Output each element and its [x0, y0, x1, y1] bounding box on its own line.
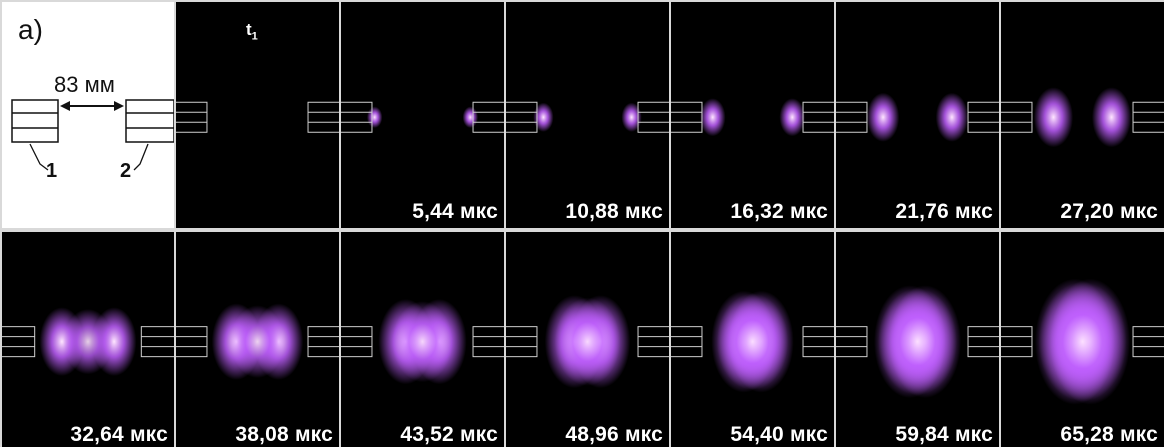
- distance-label: 83 мм: [54, 72, 115, 97]
- frame-8: 43,52 мкс: [341, 232, 504, 447]
- frame-time-label: 38,08 мкс: [235, 423, 333, 446]
- electrode-left: [2, 326, 36, 358]
- electrode-right: [307, 326, 339, 358]
- time-label-t1: t1: [246, 20, 258, 43]
- electrode-left: [506, 101, 538, 133]
- plasma-glow: [699, 98, 806, 137]
- plasma-glow: [866, 92, 969, 142]
- frame-12: 65,28 мкс: [1001, 232, 1164, 447]
- frame-time-label: 48,96 мкс: [565, 423, 663, 446]
- plasma-glow: [544, 295, 631, 389]
- panel-label: a): [18, 14, 43, 45]
- electrode-right: [472, 326, 504, 358]
- electrode-right: [140, 326, 174, 358]
- electrode-right: [967, 326, 999, 358]
- electrode-right: [802, 326, 834, 358]
- frame-7: 38,08 мкс: [176, 232, 339, 447]
- plasma-glow: [711, 290, 794, 393]
- electrode-left: [836, 326, 868, 358]
- electrode-left: [671, 101, 703, 133]
- frame-time-label: 65,28 мкс: [1060, 423, 1158, 446]
- electrode-right: [307, 101, 339, 133]
- frame-1: 5,44 мкс: [341, 2, 504, 228]
- frame-4: 21,76 мкс: [836, 2, 999, 228]
- frame-time-label: 43,52 мкс: [400, 423, 498, 446]
- frame-2: 10,88 мкс: [506, 2, 669, 228]
- electrode-right: [967, 101, 999, 133]
- plasma-glow: [366, 106, 479, 129]
- electrode-left: [671, 326, 703, 358]
- frame-t1: t1: [176, 2, 339, 228]
- frame-10: 54,40 мкс: [671, 232, 834, 447]
- plasma-glow: [39, 307, 137, 377]
- schematic-panel: a) 83 мм 1 2: [2, 2, 174, 228]
- plasma-glow: [378, 299, 467, 385]
- plasma-glow: [874, 285, 961, 399]
- frame-time-label: 59,84 мкс: [895, 423, 993, 446]
- electrode-right: [802, 101, 834, 133]
- plasma-glow: [533, 102, 642, 132]
- frame-time-label: 10,88 мкс: [565, 200, 663, 223]
- electrode-left: [176, 326, 208, 358]
- plasma-glow: [211, 303, 304, 380]
- plasma-glow: [1033, 87, 1132, 148]
- plasma-glow: [1034, 278, 1131, 405]
- electrode-left: [176, 101, 208, 133]
- frame-time-label: 32,64 мкс: [70, 423, 168, 446]
- frame-9: 48,96 мкс: [506, 232, 669, 447]
- electrode-right: [637, 326, 669, 358]
- electrode-label-2: 2: [120, 160, 132, 182]
- electrode-left: [341, 101, 373, 133]
- electrode-schematic: [11, 99, 174, 171]
- frame-time-label: 54,40 мкс: [730, 423, 828, 446]
- electrode-left: [506, 326, 538, 358]
- electrode-right: [637, 101, 669, 133]
- frame-6: 32,64 мкс: [2, 232, 174, 447]
- electrode-right: [1132, 326, 1164, 358]
- frame-5: 27,20 мкс: [1001, 2, 1164, 228]
- frame-3: 16,32 мкс: [671, 2, 834, 228]
- frame-time-label: 16,32 мкс: [730, 200, 828, 223]
- electrode-left: [836, 101, 868, 133]
- electrode-left: [1001, 326, 1033, 358]
- electrode-right: [1132, 101, 1164, 133]
- frame-time-label: 21,76 мкс: [895, 200, 993, 223]
- frame-time-label: 5,44 мкс: [412, 200, 498, 223]
- electrode-left: [1001, 101, 1033, 133]
- electrode-left: [341, 326, 373, 358]
- electrode-label-1: 1: [46, 160, 58, 182]
- frame-time-label: 27,20 мкс: [1060, 200, 1158, 223]
- electrode-right: [472, 101, 504, 133]
- frame-11: 59,84 мкс: [836, 232, 999, 447]
